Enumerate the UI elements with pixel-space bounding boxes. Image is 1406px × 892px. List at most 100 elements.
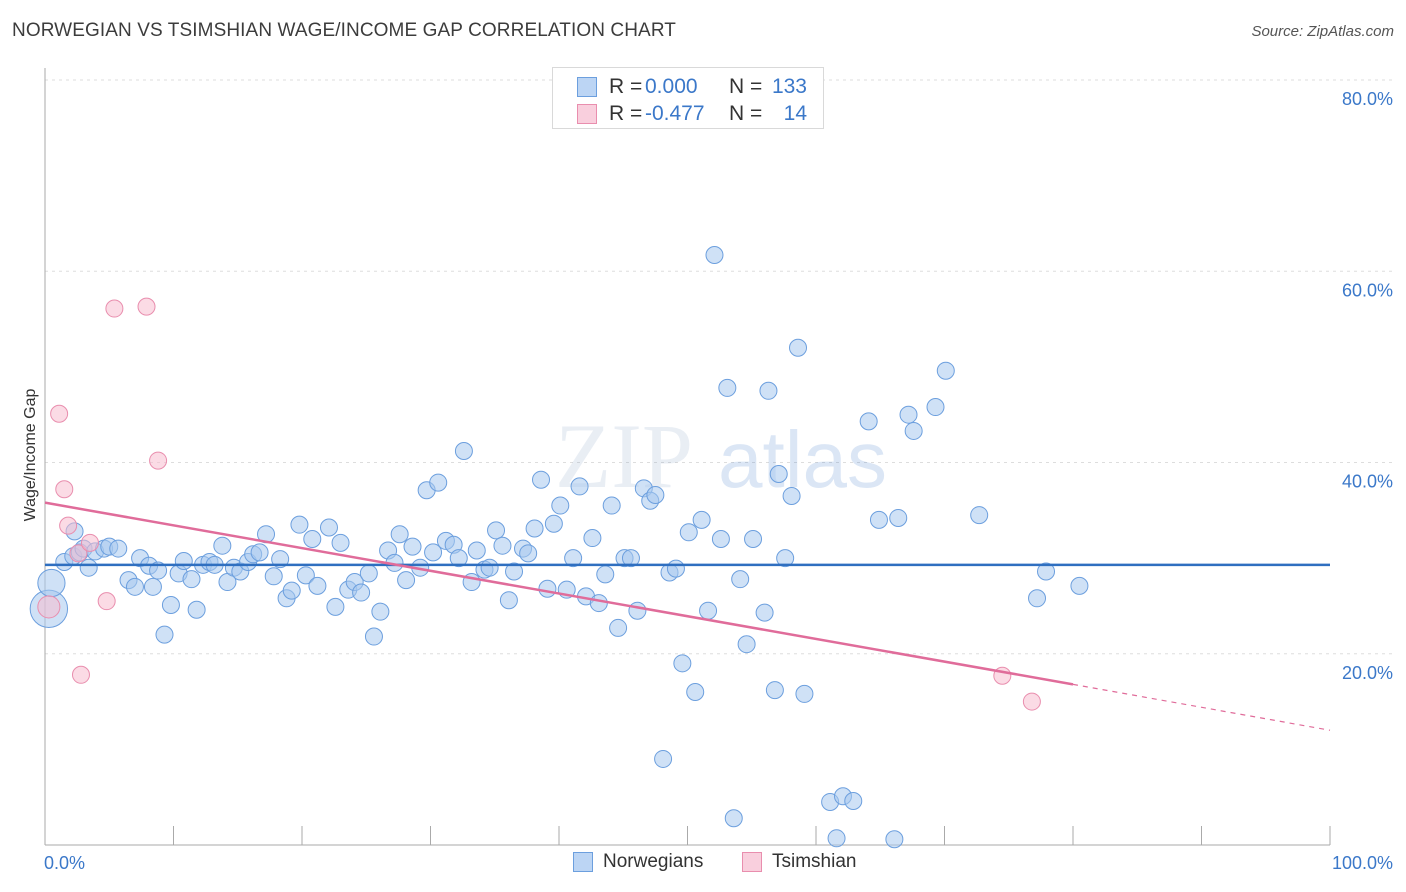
norwegian-point <box>125 577 144 596</box>
norwegian-point <box>628 601 647 620</box>
norwegian-point <box>755 603 774 622</box>
norwegian-point <box>499 591 518 610</box>
pink-swatch <box>577 104 597 124</box>
tsimshian-point <box>69 544 88 563</box>
legend-r-label: R = <box>609 102 643 125</box>
norwegian-point <box>271 550 290 569</box>
norwegian-point <box>782 486 801 505</box>
norwegian-point <box>331 533 350 552</box>
norwegian-point <box>885 830 904 849</box>
norwegian-point <box>699 601 718 620</box>
norwegian-point <box>161 595 180 614</box>
tsimshian-trend-extension <box>1072 683 1331 731</box>
norwegian-point <box>765 681 784 700</box>
norwegian-point <box>109 539 128 558</box>
norwegian-point <box>926 398 945 417</box>
norwegian-point <box>899 405 918 424</box>
norwegian-point <box>308 576 327 595</box>
norwegian-point <box>551 496 570 515</box>
norwegian-point <box>646 486 665 505</box>
norwegian-point <box>187 600 206 619</box>
norwegian-point <box>789 338 808 357</box>
norwegian-point <box>759 381 778 400</box>
norwegian-point <box>1037 562 1056 581</box>
legend-n-label: N = <box>729 75 763 98</box>
trend-lines <box>44 501 1331 731</box>
norwegian-point <box>1070 576 1089 595</box>
norwegian-point <box>602 496 621 515</box>
norwegian-point <box>519 544 538 563</box>
norwegian-point <box>744 530 763 548</box>
tsimshian-point <box>1022 692 1041 711</box>
norwegian-point <box>583 529 602 548</box>
tsimshian-point <box>149 451 168 470</box>
norwegian-point <box>776 549 795 568</box>
norwegian-point <box>467 541 486 560</box>
norwegian-point <box>679 523 698 542</box>
tsimshian-point <box>59 516 78 535</box>
norwegian-point <box>532 470 551 489</box>
tsimshian-trend-line <box>44 501 1074 686</box>
norwegian-point <box>673 654 692 673</box>
legend-r-value: -0.477 <box>645 102 705 125</box>
norwegian-point <box>296 566 315 585</box>
tsimshian-point <box>105 299 124 318</box>
norwegian-point <box>859 412 878 431</box>
y-tick-label: 80.0% <box>1342 89 1393 109</box>
norwegian-point <box>711 530 730 548</box>
norwegian-point <box>149 561 168 580</box>
norwegian-point <box>795 684 814 703</box>
legend-item-tsimshian[interactable]: Tsimshian <box>742 851 856 873</box>
norwegian-point <box>290 515 309 534</box>
y-tick-label: 60.0% <box>1342 280 1393 300</box>
legend-row-tsimshian: R = -0.477 N = 14 <box>577 101 807 127</box>
norwegian-point <box>424 543 443 562</box>
legend-row-norwegians: R = 0.000 N = 133 <box>577 74 807 100</box>
norwegian-point <box>303 530 322 548</box>
axes <box>44 68 1331 846</box>
legend-n-value: 14 <box>783 102 807 125</box>
norwegian-point <box>724 809 743 828</box>
norwegian-point <box>364 627 383 646</box>
norwegian-point <box>397 571 416 590</box>
norwegian-point <box>454 442 473 461</box>
norwegian-point <box>970 506 989 525</box>
blue-swatch <box>577 77 597 97</box>
norwegian-point <box>666 559 685 578</box>
tsimshian-point <box>55 480 74 499</box>
norwegian-point <box>213 536 232 555</box>
norwegian-point <box>570 477 589 496</box>
norwegian-point <box>827 829 846 848</box>
norwegian-point <box>79 558 98 577</box>
x-tick-label: 100.0% <box>1332 853 1393 873</box>
legend-n-label: N = <box>729 102 763 125</box>
legend-item-norwegians[interactable]: Norwegians <box>573 851 703 873</box>
x-tick-label: 0.0% <box>44 853 85 873</box>
correlation-legend: R = 0.000 N = 133 R = -0.477 N = 14 <box>552 67 824 129</box>
norwegian-point <box>654 749 673 768</box>
y-tick-label: 20.0% <box>1342 663 1393 683</box>
norwegians-points <box>29 245 1089 849</box>
norwegian-point <box>264 567 283 586</box>
norwegian-point <box>609 618 628 637</box>
norwegian-point <box>403 537 422 556</box>
legend-label-tsimshian: Tsimshian <box>772 851 857 872</box>
blue-swatch <box>573 852 593 872</box>
norwegian-point <box>769 464 788 483</box>
norwegian-point <box>692 510 711 529</box>
norwegian-point <box>250 543 269 562</box>
norwegian-point <box>904 421 923 440</box>
norwegian-point <box>596 565 615 584</box>
norwegian-point <box>718 378 737 397</box>
norwegian-point <box>319 518 338 537</box>
norwegian-point <box>480 558 499 577</box>
chart-title: NORWEGIAN VS TSIMSHIAN WAGE/INCOME GAP C… <box>12 20 677 41</box>
legend-label-norwegians: Norwegians <box>603 851 704 872</box>
norwegian-point <box>564 549 583 568</box>
norwegian-point <box>449 549 468 568</box>
norwegian-point <box>326 597 345 616</box>
watermark-atlas: atlas <box>718 415 887 504</box>
norwegian-point <box>505 562 524 581</box>
norwegian-point <box>390 525 409 544</box>
